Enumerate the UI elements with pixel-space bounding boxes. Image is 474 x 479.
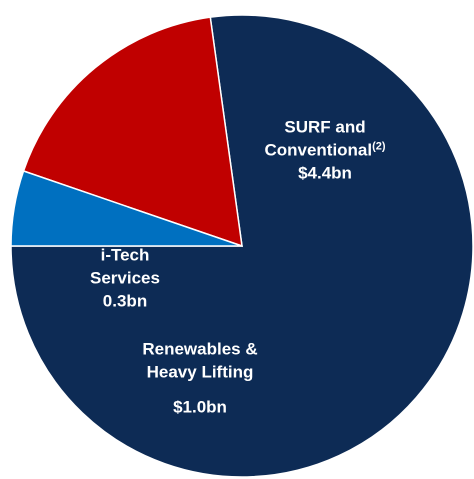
category-label: SURF and Conventional xyxy=(264,117,373,160)
slice-label: i-Tech Services 0.3bn xyxy=(75,244,175,313)
slice-label: Renewables & Heavy Lifting $1.0bn xyxy=(120,338,280,419)
pie-slice xyxy=(10,170,243,247)
category-label: Renewables & Heavy Lifting xyxy=(142,339,258,382)
value-label: $4.4bn xyxy=(298,163,352,183)
slice-label: SURF and Conventional(2) $4.4bn xyxy=(238,116,413,185)
pie-slice xyxy=(22,16,243,248)
value-label: $1.0bn xyxy=(173,397,227,417)
footnote-mark: (2) xyxy=(372,140,386,153)
category-label: i-Tech Services xyxy=(90,245,160,288)
value-label: 0.3bn xyxy=(102,291,148,311)
